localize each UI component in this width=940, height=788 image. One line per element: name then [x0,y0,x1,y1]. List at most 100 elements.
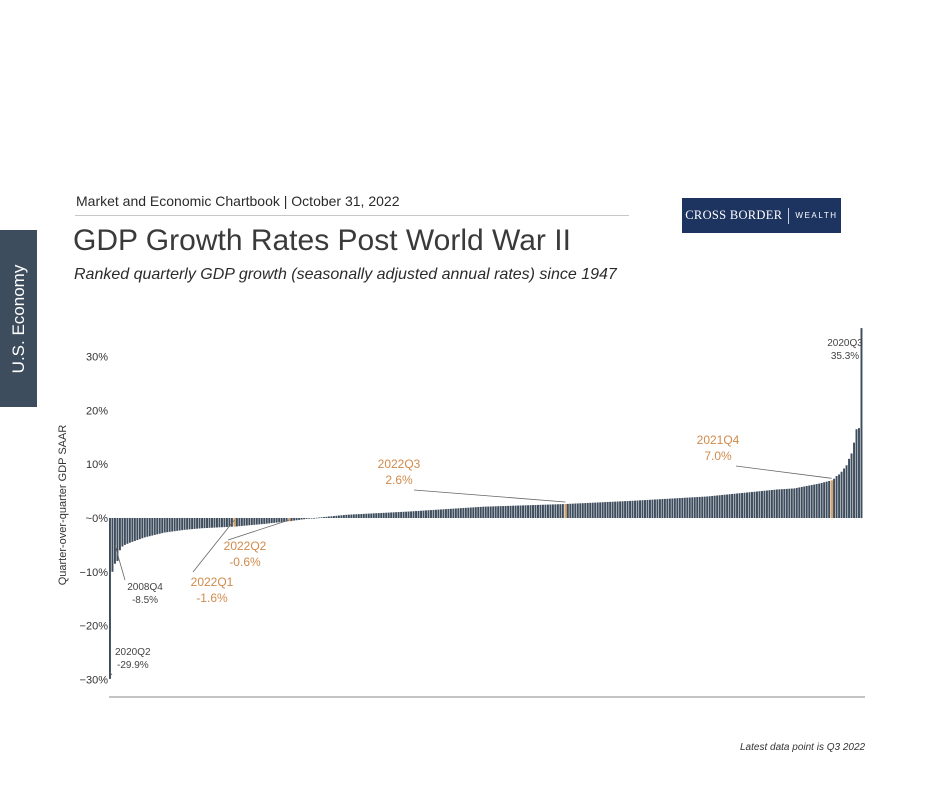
bar [325,516,328,518]
bar [686,497,689,518]
bar [385,512,388,518]
bar [323,517,325,518]
bar [330,516,333,518]
bar [828,480,831,518]
bar [327,516,330,518]
annotation-leader [735,465,832,479]
bar [345,514,348,518]
bar [651,499,654,518]
bar [372,513,375,518]
bar [268,518,271,524]
bar [303,518,306,520]
bar [571,503,574,518]
bar [820,482,823,518]
bar [360,514,363,518]
bar [118,518,121,551]
bar-highlight [564,504,569,518]
annotation-value: -29.9% [117,660,149,671]
bar [128,518,131,543]
bar [561,504,564,518]
bar [255,518,258,525]
y-tick-label: 10% [86,459,108,471]
bar [793,488,796,518]
bar [469,507,472,518]
bar [352,514,355,518]
annotation-leader [192,519,235,573]
bar [171,518,174,532]
bar [644,500,646,518]
bar [397,512,400,518]
bar [201,518,204,529]
bar [532,505,534,518]
annotation-quarter: 2022Q3 [378,457,421,471]
bar [280,518,283,523]
bar [365,513,368,518]
bar [736,493,739,518]
bar [671,498,674,518]
bar [425,510,427,518]
logo-divider [788,207,790,224]
bar [494,506,497,518]
bar [746,492,748,518]
bar [109,518,111,679]
bar [559,504,562,518]
annotation-quarter: 2021Q4 [697,433,740,447]
chart-annotations: 2020Q3 35.3% 2020Q2 -29.9% 2008Q4 -8.5% 2022Q1… [109,338,863,676]
bar [738,493,741,518]
bar [596,502,599,518]
bar [151,518,154,536]
bar [589,502,592,518]
bar [253,518,256,525]
bar [482,506,485,518]
bar [636,500,639,518]
bar [245,518,248,526]
chart-title: GDP Growth Rates Post World War II [73,224,571,257]
bar [599,502,602,518]
bar [198,518,201,529]
bar [514,505,517,518]
bar [614,501,617,518]
bar [604,502,607,518]
bar [798,487,801,518]
bar [768,490,771,518]
bar [377,513,380,518]
bar [250,518,253,526]
bar [785,488,788,518]
bar-highlight [288,518,293,522]
bar [295,518,298,521]
bar [263,518,266,524]
bar [621,501,624,518]
annotation-quarter: 2020Q3 [827,338,863,349]
bar [161,518,164,534]
bar [815,484,818,518]
bar [551,504,554,518]
bar [763,490,766,518]
bar [584,503,587,518]
bar [342,515,345,518]
bar [537,504,539,518]
bar [780,489,783,518]
bar-highlight [830,480,835,518]
bar [606,501,609,518]
bar [810,485,813,518]
bar [138,518,141,540]
bar [191,518,194,530]
bar [173,518,176,532]
y-tick-label: −30% [80,674,109,686]
bar [218,518,221,528]
y-tick-label: ~0% [86,513,109,525]
footnote: Latest data point is Q3 2022 [740,742,866,753]
bar [230,518,233,527]
bar [449,508,452,518]
bar [666,498,669,518]
bar [770,489,773,518]
section-tab: U.S. Economy [0,230,37,407]
bar [111,518,114,572]
bar [743,492,746,518]
bar [616,501,619,518]
bar [741,492,744,518]
bar [136,518,139,541]
bar [479,506,482,518]
bar [474,507,477,518]
